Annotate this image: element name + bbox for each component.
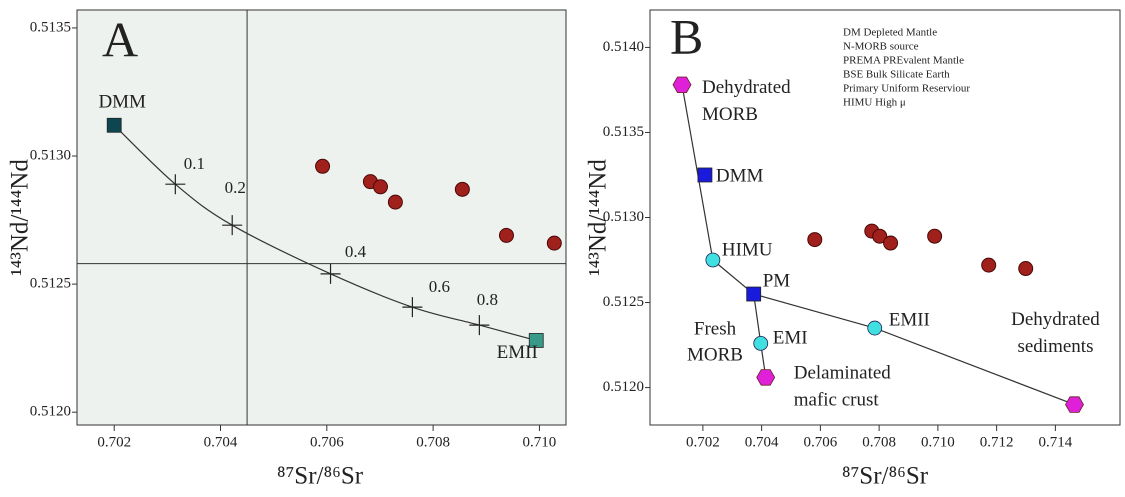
y-tick-label: 0.5120	[603, 379, 644, 395]
annotation: MORB	[687, 344, 743, 365]
endmember-label: HIMU	[722, 239, 773, 260]
endmember-square	[746, 286, 762, 302]
endmember-circle	[867, 320, 883, 336]
x-tick-label: 0.712	[980, 434, 1014, 450]
x-tick-label: 0.708	[862, 434, 896, 450]
x-tick-label: 0.704	[745, 434, 779, 450]
endmember-label: Dehydrated	[702, 77, 791, 98]
sample-point	[927, 228, 943, 244]
mixing-label: 0.6	[429, 277, 450, 296]
mixing-cross	[165, 174, 186, 195]
y-tick-label: 0.5135	[603, 124, 644, 140]
panel-title: B	[670, 8, 703, 64]
mixing-label: 0.1	[184, 154, 205, 173]
legend-text: DM Depleted Mantle	[843, 27, 937, 39]
x-tick-label: 0.708	[416, 434, 450, 450]
x-tick-label: 0.710	[523, 434, 557, 450]
x-axis-title: ⁸⁷Sr/⁸⁶Sr	[842, 463, 929, 490]
endmember-label: PM	[763, 270, 791, 291]
y-tick-label: 0.5130	[30, 147, 71, 163]
mixing-label: 0.4	[345, 242, 367, 261]
y-tick-label: 0.5140	[603, 39, 644, 55]
endmember-hexagon	[756, 369, 776, 386]
x-tick-label: 0.702	[686, 434, 720, 450]
endmember-label: EMII	[889, 309, 930, 330]
endmember-label: Delaminated	[794, 363, 892, 384]
endmember-hexagon	[1065, 396, 1084, 413]
endmember-hexagon	[672, 76, 692, 93]
sample-point	[872, 228, 888, 244]
sample-point	[454, 181, 470, 197]
endmember-square	[697, 167, 713, 183]
legend-text: HIMU High μ	[843, 97, 906, 109]
sample-point	[981, 257, 997, 273]
legend-text: Primary Uniform Reserviour	[843, 83, 970, 95]
endmember-square	[106, 117, 122, 133]
endmember-label: Dehydrated	[1011, 309, 1100, 330]
endmember-label: sediments	[1017, 336, 1093, 357]
y-axis-title: ¹⁴³Nd/¹⁴⁴Nd	[585, 159, 612, 276]
mixing-label: 0.8	[477, 290, 498, 309]
y-tick-label: 0.5135	[30, 19, 71, 35]
y-axis-title: ¹⁴³Nd/¹⁴⁴Nd	[7, 159, 34, 276]
endmember-label: MORB	[702, 104, 758, 125]
endmember-label: EMII	[497, 342, 538, 363]
endmember-label: DMM	[98, 92, 146, 113]
x-tick-label: 0.710	[921, 434, 955, 450]
plot-area	[76, 9, 567, 426]
sample-point	[807, 232, 823, 248]
sample-point	[1018, 261, 1034, 277]
x-tick-label: 0.714	[1039, 434, 1073, 450]
y-tick-label: 0.5120	[30, 404, 71, 420]
mixing-cross	[402, 297, 423, 318]
endmember-label: DMM	[716, 165, 764, 186]
legend-text: BSE Bulk Silicate Earth	[843, 69, 950, 81]
mixing-label: 0.2	[225, 178, 246, 197]
endmember-circle	[753, 335, 769, 351]
x-tick-label: 0.702	[97, 434, 131, 450]
sample-point	[883, 235, 899, 251]
legend-text: N-MORB source	[843, 41, 919, 53]
mixing-cross	[469, 315, 490, 336]
sample-point	[498, 227, 514, 243]
annotation: Fresh	[694, 318, 737, 339]
legend-text: PREMA PREvalent Mantle	[843, 55, 964, 67]
endmember-label: mafic crust	[794, 390, 880, 411]
endmember-circle	[705, 252, 721, 268]
y-tick-label: 0.5125	[603, 294, 644, 310]
sample-point	[546, 235, 562, 251]
sample-point	[315, 158, 331, 174]
x-tick-label: 0.704	[204, 434, 238, 450]
endmember-square	[528, 333, 544, 348]
x-tick-label: 0.706	[804, 434, 838, 450]
sample-point	[372, 179, 388, 195]
y-tick-label: 0.5125	[30, 276, 71, 292]
x-tick-label: 0.706	[310, 434, 344, 450]
y-tick-label: 0.5130	[603, 209, 644, 225]
plot-area	[649, 9, 1121, 426]
sample-point	[387, 194, 403, 210]
panel-title: A	[102, 11, 138, 67]
mixing-cross	[222, 215, 243, 236]
x-axis-title: ⁸⁷Sr/⁸⁶Sr	[277, 463, 364, 490]
mixing-cross	[320, 263, 341, 284]
endmember-label: EMI	[773, 328, 808, 349]
